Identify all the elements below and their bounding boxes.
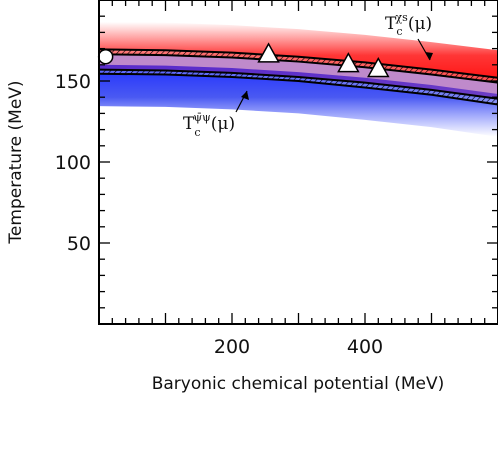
x-axis-ticks: 200 400 xyxy=(111,0,486,358)
marker-triangle-2 xyxy=(337,52,360,73)
annot-psi-sub: c xyxy=(194,126,200,139)
y-tick-label-2: 150 xyxy=(55,71,91,93)
svg-text:Tcψ̄ψ(μ): Tc ψ̄ψ(μ) xyxy=(183,111,235,139)
y-tick-label-0: 50 xyxy=(67,233,91,255)
series-1-lower-line xyxy=(99,72,498,106)
annot-psi-tail: (μ) xyxy=(211,114,235,134)
annot-chi-main: T xyxy=(385,14,397,34)
x-tick-label-0: 200 xyxy=(214,336,250,358)
marker-triangle-1 xyxy=(257,42,280,63)
y-axis-ticks: 50 100 150 xyxy=(55,15,498,309)
series-1-upper-line xyxy=(99,68,498,100)
x-axis-title: Baryonic chemical potential (MeV) xyxy=(152,374,445,394)
crossover-lines xyxy=(99,48,498,106)
annot-chi-tail: (μ) xyxy=(408,14,432,34)
annotation-psi-label: Tc ψ̄ψ(μ) xyxy=(183,90,249,139)
annotation-chi-label: Tcχs(μ) xyxy=(385,11,433,61)
series-0-lower-line xyxy=(99,53,498,84)
marker-circle-0 xyxy=(97,48,114,65)
x-tick-label-1: 400 xyxy=(347,336,383,358)
annot-chi-sup: χs xyxy=(396,11,409,24)
data-markers xyxy=(97,42,390,78)
series-0-upper-line xyxy=(99,48,498,79)
annot-psi-sup: ψ̄ψ xyxy=(194,111,211,124)
annot-chi-sub: c xyxy=(396,25,402,38)
y-axis-title: Temperature (MeV) xyxy=(6,80,26,244)
svg-text:Tcχs(μ): Tcχs(μ) xyxy=(385,11,432,38)
annot-psi-main: T xyxy=(183,114,195,134)
marker-triangle-3 xyxy=(367,56,390,78)
series-0-band xyxy=(99,49,498,83)
y-tick-label-1: 100 xyxy=(55,152,91,174)
series-1-band xyxy=(99,69,498,105)
